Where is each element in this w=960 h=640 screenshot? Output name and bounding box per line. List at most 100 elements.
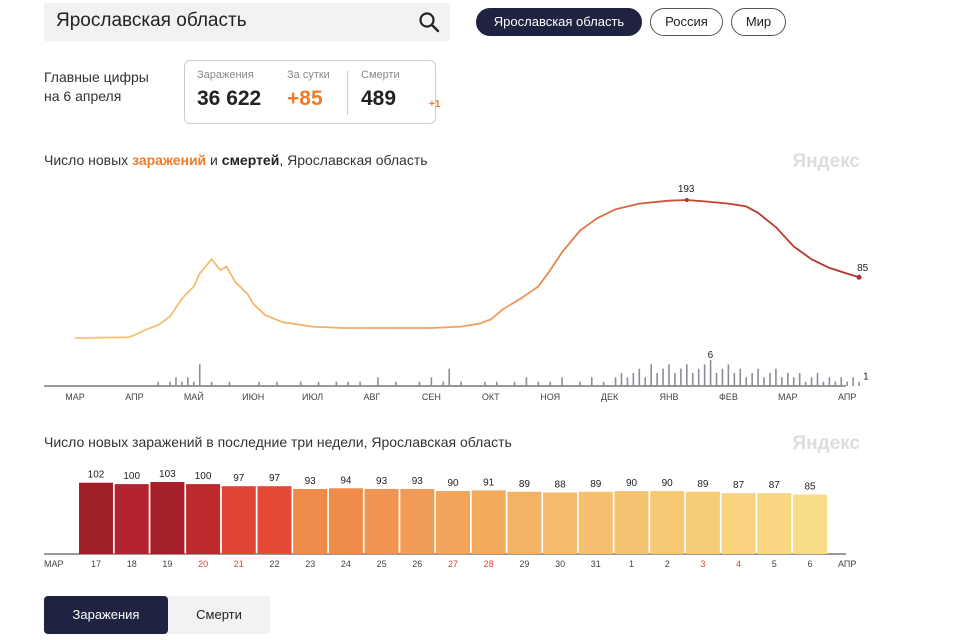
bar-value-label: 97: [269, 473, 281, 484]
bar-21: [221, 486, 256, 554]
stat-daily: За сутки +85: [287, 69, 330, 111]
infections-last-label: 85: [857, 263, 869, 274]
chart1-x-tick: АПР: [125, 392, 143, 402]
stat-infections-value: 36 622: [197, 87, 262, 110]
bar-value-label: 93: [376, 476, 388, 487]
toggle-infections-button[interactable]: Заражения: [44, 596, 168, 634]
chart1-x-tick: ФЕВ: [719, 392, 738, 402]
bar-value-label: 93: [305, 476, 317, 487]
search-input-value[interactable]: Ярославская область: [56, 10, 247, 31]
stat-infections-label: Заражения: [197, 69, 254, 81]
chart1-x-tick: ИЮН: [242, 392, 264, 402]
bar-value-label: 97: [233, 473, 245, 484]
stat-deaths-label: Смерти: [361, 69, 400, 81]
bar-value-label: 89: [697, 479, 709, 490]
chart2-x-tick: 27: [448, 559, 458, 569]
chart1-x-tick: ЯНВ: [659, 392, 678, 402]
bar-29: [507, 491, 542, 554]
bar-17: [79, 482, 113, 554]
tab-yaroslavl-region[interactable]: Ярославская область: [476, 8, 642, 36]
chart2-x-tick: 31: [591, 559, 601, 569]
bar-18: [114, 484, 149, 554]
chart2-x-tick: 20: [198, 559, 208, 569]
bar-value-label: 93: [412, 476, 424, 487]
stat-infections: Заражения 36 622: [197, 69, 261, 111]
infections-last-point: [856, 274, 862, 280]
chart2-x-tick: 29: [519, 559, 529, 569]
yandex-watermark-2: Яндекс: [792, 433, 860, 454]
yandex-watermark-1: Яндекс: [792, 151, 860, 172]
stats-card: Заражения 36 622 За сутки +85 Смерти 489…: [184, 60, 440, 124]
bar-24: [328, 488, 363, 554]
chart2-title: Число новых заражений в последние три не…: [44, 434, 512, 450]
toggle-deaths-button[interactable]: Смерти: [196, 607, 242, 622]
bar-26: [400, 488, 435, 554]
chart1-x-tick: МАР: [65, 392, 85, 402]
chart2-x-tick: 1: [629, 559, 634, 569]
stat-divider: [347, 71, 348, 115]
stat-daily-label: За сутки: [287, 69, 330, 81]
chart2-right-month-label: АПР: [838, 559, 856, 569]
search-input[interactable]: Ярославская область: [44, 3, 450, 41]
bar-value-label: 90: [447, 478, 459, 489]
summary-headline: Главные цифры на 6 апреля: [44, 68, 149, 106]
chart1-x-tick: МАЙ: [184, 391, 204, 402]
bar-28: [471, 490, 506, 554]
chart2-x-tick: 2: [665, 559, 670, 569]
bar-value-label: 100: [195, 471, 212, 482]
bar-1: [614, 491, 649, 554]
bar-value-label: 87: [733, 480, 745, 491]
bar-value-label: 89: [590, 479, 602, 490]
bar-6: [793, 494, 827, 554]
bar-23: [293, 488, 328, 554]
chart2-x-tick: 6: [807, 559, 812, 569]
bar-19: [150, 482, 185, 554]
tab-russia[interactable]: Россия: [650, 8, 723, 36]
infections-line: [74, 199, 860, 339]
stat-deaths: Смерти 489 +1: [361, 69, 440, 111]
bar-value-label: 100: [123, 471, 140, 482]
bar-value-label: 89: [519, 479, 531, 490]
chart2-x-tick: 25: [377, 559, 387, 569]
chart2-x-tick: 18: [127, 559, 137, 569]
tab-world[interactable]: Мир: [731, 8, 786, 36]
chart1-x-tick: ДЕК: [601, 392, 619, 402]
chart1-title-suffix: , Ярославская область: [279, 152, 428, 168]
chart1-title-deaths: смертей: [221, 152, 280, 168]
infections-peak-label: 193: [678, 184, 695, 195]
chart2-left-month-label: МАР: [44, 559, 64, 569]
search-icon[interactable]: [418, 11, 440, 33]
chart2-x-tick: 30: [555, 559, 565, 569]
chart2-x-tick: 22: [269, 559, 279, 569]
stat-deaths-delta: +1: [429, 99, 441, 110]
chart2-x-tick: 19: [162, 559, 172, 569]
bar-25: [364, 488, 399, 554]
chart1-title-prefix: Число новых: [44, 152, 133, 168]
bar-4: [721, 493, 756, 554]
chart2-x-tick: 26: [412, 559, 422, 569]
bar-20: [186, 484, 221, 554]
chart2-x-tick: 28: [484, 559, 494, 569]
infections-peak-point: [684, 198, 689, 202]
deaths-peak-label: 6: [708, 350, 714, 361]
bar-5: [757, 493, 792, 554]
bar-30: [543, 492, 578, 554]
chart2-x-tick: 4: [736, 559, 741, 569]
bar-value-label: 103: [159, 469, 176, 480]
chart2-x-tick: 17: [91, 559, 101, 569]
bar-27: [436, 491, 470, 554]
stat-daily-value: +85: [287, 87, 323, 110]
deaths-last-label: 1: [863, 372, 869, 383]
bar-value-label: 91: [483, 477, 495, 488]
bar-2: [650, 491, 685, 554]
chart2-x-tick: 24: [341, 559, 351, 569]
bar-value-label: 90: [626, 478, 638, 489]
bar-3: [685, 491, 720, 554]
metric-toggle: Заражения Смерти: [44, 596, 270, 634]
bar-value-label: 94: [340, 475, 352, 486]
bar-31: [578, 491, 613, 554]
chart1-title-connector: и: [206, 152, 222, 168]
chart1-x-tick: ИЮЛ: [302, 392, 323, 402]
summary-headline-line1: Главные цифры: [44, 69, 149, 85]
